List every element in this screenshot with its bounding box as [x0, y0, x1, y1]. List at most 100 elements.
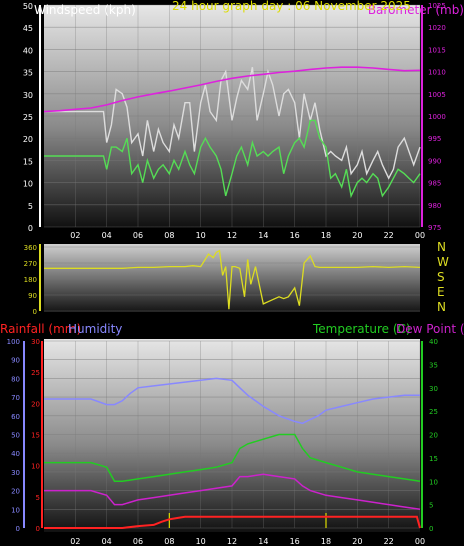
humidity-y-tick: 80 [11, 375, 20, 383]
series-barometer [43, 66, 421, 113]
thermo-x-tick: 02 [70, 537, 80, 546]
compass-label: N [437, 240, 446, 254]
humidity-y-tick: 100 [7, 338, 20, 346]
series-dew_point [44, 473, 421, 511]
wind-x-tick: 00 [415, 231, 425, 240]
rain-y-tick: 25 [31, 369, 40, 377]
humidity-y-tick: 60 [11, 413, 20, 421]
direction-plot-area [44, 244, 420, 312]
thermo-x-tick: 14 [258, 537, 268, 546]
direction-y-tick: 180 [24, 276, 37, 284]
wind-x-tick: 18 [321, 231, 331, 240]
chart-title: 24 hour graph day : 06 November 2025 [172, 0, 411, 13]
barometer-y-tick: 1015 [428, 46, 446, 54]
wind-x-tick: 10 [196, 231, 206, 240]
thermo-x-tick: 22 [384, 537, 394, 546]
wind-y-tick: 45 [23, 24, 33, 33]
barometer-y-tick: 995 [428, 135, 441, 143]
barometer-y-tick: 1010 [428, 69, 446, 77]
wind-y-tick: 40 [23, 46, 33, 55]
wind-y-tick: 10 [23, 180, 33, 189]
compass-label: S [437, 270, 445, 284]
thermo-x-tick: 20 [352, 537, 362, 546]
direction-y-tick: 360 [24, 244, 37, 252]
barometer-y-tick: 1005 [428, 91, 446, 99]
thermo-x-tick: 00 [415, 537, 425, 546]
series-direction [44, 249, 421, 310]
thermo-x-tick: 08 [164, 537, 174, 546]
humidity-y-tick: 90 [11, 357, 20, 365]
humidity-axis-label: Humidity [68, 322, 122, 336]
temperature-axis-label: Temperature (C) [312, 322, 411, 336]
series-rainfall [44, 515, 421, 529]
humidity-y-tick: 10 [11, 506, 20, 514]
temp-y-tick: 15 [429, 455, 438, 463]
wind-y-tick: 15 [23, 157, 33, 166]
barometer-axis-label: Barometer (mb) [368, 3, 464, 17]
wind-x-tick: 04 [102, 231, 112, 240]
thermo-x-tick: 06 [133, 537, 143, 546]
wind-axis-label: Windspeed (kph) [34, 3, 136, 17]
rain-y-tick: 5 [36, 494, 40, 502]
series-gust [44, 119, 421, 199]
barometer-y-tick: 985 [428, 180, 441, 188]
rain-y-tick: 0 [36, 525, 40, 533]
thermo-x-tick: 04 [102, 537, 112, 546]
thermo-x-tick: 12 [227, 537, 237, 546]
barometer-y-tick: 990 [428, 157, 441, 165]
humidity-y-tick: 0 [16, 525, 20, 533]
barometer-y-tick: 980 [428, 202, 441, 210]
direction-y-tick: 0 [33, 308, 37, 316]
rain-y-tick: 30 [31, 338, 40, 346]
thermo-x-tick: 16 [290, 537, 300, 546]
wind-x-tick: 14 [258, 231, 268, 240]
compass-label: W [437, 255, 449, 269]
direction-y-tick: 90 [28, 292, 37, 300]
humidity-y-tick: 70 [11, 394, 20, 402]
temp-y-tick: 25 [429, 408, 438, 416]
temp-y-tick: 30 [429, 385, 438, 393]
compass-label: N [437, 300, 446, 314]
thermo-x-tick: 10 [196, 537, 206, 546]
temp-y-tick: 0 [429, 525, 433, 533]
rain-y-tick: 15 [31, 432, 40, 440]
wind-x-tick: 20 [352, 231, 362, 240]
temp-y-tick: 20 [429, 432, 438, 440]
rain-y-tick: 20 [31, 400, 40, 408]
dew-point-axis-label: Dew Point (C) [396, 322, 464, 336]
wind-x-tick: 22 [384, 231, 394, 240]
humidity-y-tick: 20 [11, 488, 20, 496]
temp-y-tick: 35 [429, 361, 438, 369]
rain-y-tick: 10 [31, 463, 40, 471]
direction-y-tick: 270 [24, 260, 37, 268]
series-temperature [44, 433, 421, 483]
series-speed [44, 67, 421, 180]
humidity-y-tick: 40 [11, 450, 20, 458]
wind-y-tick: 30 [23, 91, 33, 100]
wind-y-tick: 25 [23, 113, 33, 122]
barometer-y-tick: 1000 [428, 113, 446, 121]
wind-x-tick: 02 [70, 231, 80, 240]
wind-y-tick: 20 [23, 135, 33, 144]
barometer-y-tick: 1025 [428, 2, 446, 10]
wind-y-tick: 50 [23, 2, 33, 11]
wind-y-tick: 5 [28, 202, 33, 211]
thermo-x-tick: 18 [321, 537, 331, 546]
wind-y-tick: 35 [23, 69, 33, 78]
rainfall-axis-label: Rainfall (mm) [0, 322, 81, 336]
series-humidity [44, 377, 420, 425]
temp-y-tick: 40 [429, 338, 438, 346]
humidity-y-tick: 50 [11, 432, 20, 440]
wind-x-tick: 06 [133, 231, 143, 240]
wind-y-tick: 0 [28, 224, 33, 233]
barometer-y-tick: 1020 [428, 24, 446, 32]
wind-x-tick: 16 [290, 231, 300, 240]
temp-y-tick: 5 [429, 502, 433, 510]
compass-label: E [437, 285, 445, 299]
wind-x-tick: 08 [164, 231, 174, 240]
temp-y-tick: 10 [429, 478, 438, 486]
humidity-y-tick: 30 [11, 469, 20, 477]
barometer-y-tick: 975 [428, 224, 441, 232]
wind-x-tick: 12 [227, 231, 237, 240]
